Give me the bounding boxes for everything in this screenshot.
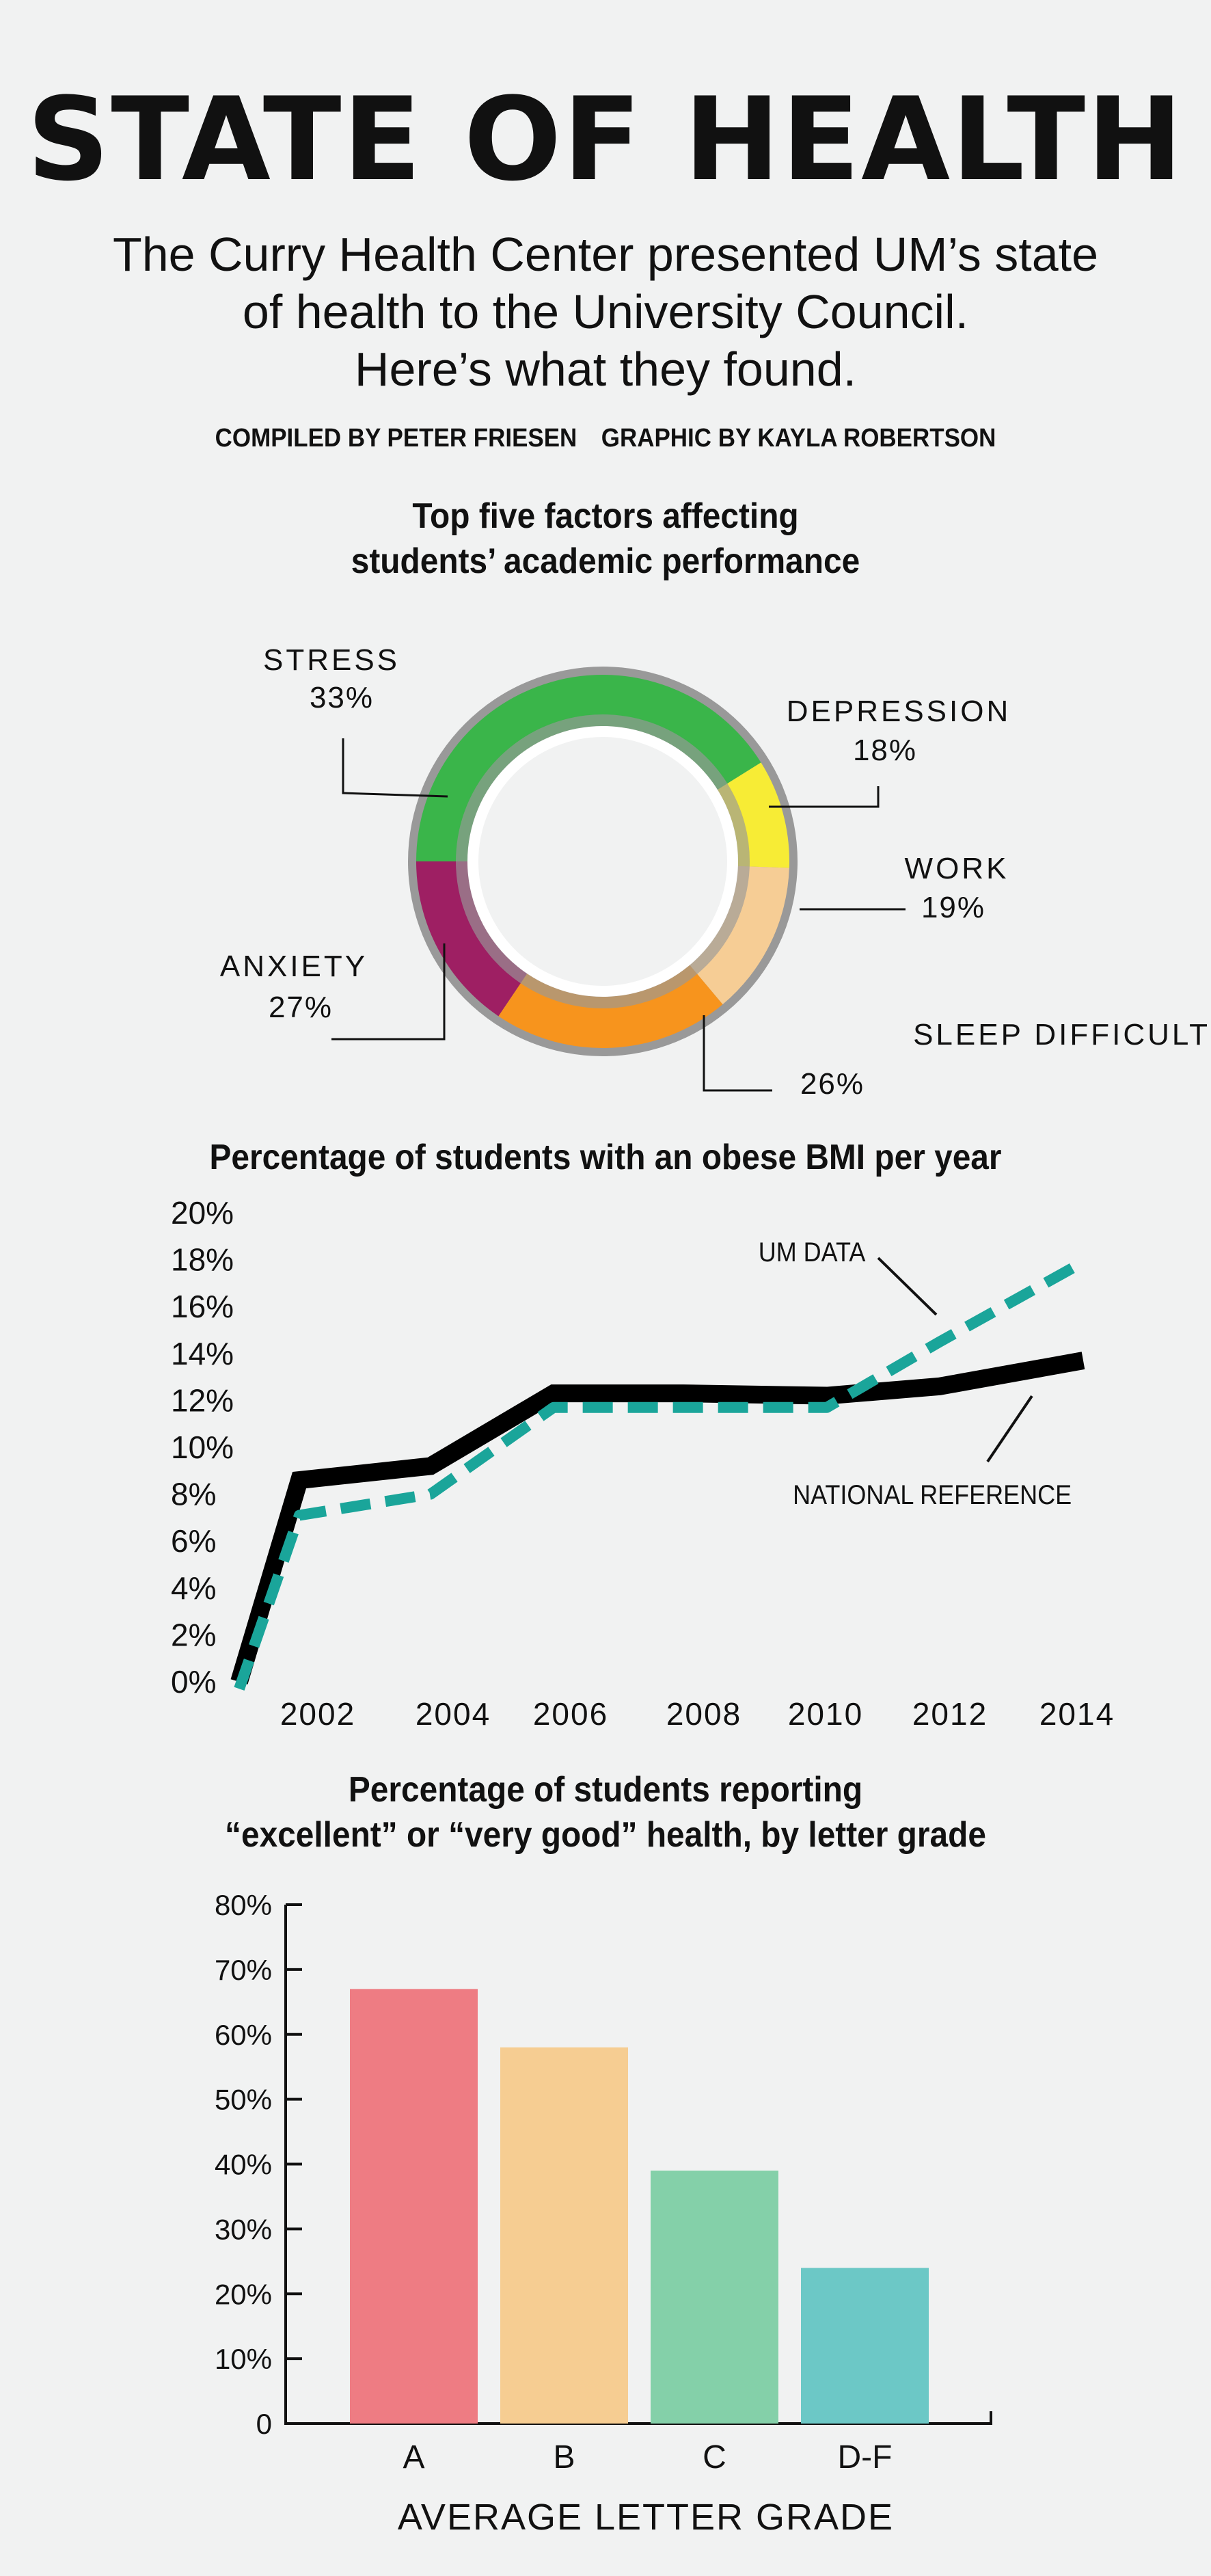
x-category-label: B	[553, 2439, 575, 2476]
donut-label-name: DEPRESSION	[787, 695, 1011, 728]
y-tick-label: 10%	[215, 2343, 272, 2375]
donut-inner-band	[455, 861, 528, 984]
legend-um-pointer	[877, 1257, 938, 1316]
series-line-national-reference	[230, 1352, 1085, 1685]
donut-segment-sleep-difficulties	[498, 974, 723, 1048]
donut-label-name: STRESS	[263, 643, 400, 677]
donut-label-name: WORK	[905, 852, 1009, 885]
y-tick-label: 10%	[171, 1430, 234, 1465]
donut-leader-line	[769, 786, 880, 808]
y-tick-label: 0	[256, 2408, 272, 2440]
bar-c	[651, 2170, 778, 2424]
intro-text: The Curry Health Center presented UM’s s…	[82, 226, 1129, 398]
main-title: STATE OF HEALTH	[27, 72, 1184, 206]
intro-line: of health to the University Council.	[242, 285, 969, 338]
y-tick-label: 18%	[171, 1242, 234, 1278]
bar-d-f	[801, 2268, 929, 2424]
x-tick-label: 2002	[280, 1696, 355, 1732]
y-tick-label: 20%	[215, 2278, 272, 2310]
donut-hole	[478, 737, 727, 986]
donut-leader-line	[703, 1015, 772, 1092]
bar-chart-title: Percentage of students reporting “excell…	[49, 1767, 1162, 1857]
x-category-label: C	[703, 2439, 726, 2476]
donut-segment-anxiety	[416, 861, 521, 1017]
donut-label-name: ANXIETY	[220, 950, 368, 983]
y-tick-label: 0%	[171, 1664, 216, 1700]
y-tick-label: 30%	[215, 2213, 272, 2245]
donut-label-value: 18%	[853, 734, 917, 767]
x-category-label: A	[403, 2439, 424, 2476]
bar-title-line: Percentage of students reporting	[348, 1770, 863, 1810]
y-tick-label: 20%	[171, 1195, 234, 1231]
bar-b	[500, 2047, 628, 2424]
bar-a	[350, 1989, 478, 2424]
donut-chart-title: Top five factors affecting students’ aca…	[49, 494, 1162, 584]
donut-chart: STRESS 33% DEPRESSION 18% WORK 19% SLEEP DIFFI…	[220, 643, 1211, 1101]
y-tick-label: 40%	[215, 2149, 272, 2181]
x-tick-label: 2010	[788, 1696, 863, 1732]
bar-title-line: “excellent” or “very good” health, by le…	[225, 1815, 986, 1855]
legend-um-data: UM DATA	[759, 1237, 866, 1267]
y-tick-label: 16%	[171, 1289, 234, 1324]
donut-inner-band	[717, 783, 750, 867]
donut-label-value: 33%	[310, 681, 374, 714]
y-tick-label: 2%	[171, 1617, 216, 1652]
donut-inner-band	[690, 866, 750, 975]
legend-national-reference: NATIONAL REFERENCE	[793, 1480, 1072, 1510]
x-axis-title: AVERAGE LETTER GRADE	[398, 2497, 894, 2538]
donut-inner-band	[455, 714, 729, 861]
donut-inner-band	[520, 965, 698, 1009]
y-tick-label: 14%	[171, 1336, 234, 1371]
donut-segment-depression	[727, 762, 789, 868]
donut-leader-line	[331, 943, 446, 1041]
y-tick-label: 70%	[215, 1954, 272, 1986]
line-chart-title: Percentage of students with an obese BMI…	[49, 1135, 1162, 1180]
line-chart: 0% 2% 4% 6% 8% 10% 12% 14% 16% 18% 20% 2002 2004 2006…	[171, 1195, 1115, 1732]
x-tick-label: 2008	[666, 1696, 741, 1732]
x-tick-label: 2012	[912, 1696, 988, 1732]
x-tick-label: 2014	[1039, 1696, 1115, 1732]
line-title-text: Percentage of students with an obese BMI…	[209, 1138, 1002, 1177]
bar-chart: 0 10% 20% 30% 40% 50% 60% 70% 80% A B C D-F AVERAGE L…	[215, 1889, 992, 2538]
x-tick-label: 2004	[416, 1696, 491, 1732]
donut-label-value: 27%	[269, 991, 333, 1024]
credits: COMPILED BY PETER FRIESEN GRAPHIC BY KAY…	[49, 424, 1162, 453]
y-tick-label: 4%	[171, 1570, 216, 1606]
donut-segment-stress	[416, 674, 761, 861]
y-tick-label: 12%	[171, 1382, 234, 1418]
donut-label-value: 26%	[800, 1067, 865, 1101]
x-tick-label: 2006	[533, 1696, 608, 1732]
intro-line: The Curry Health Center presented UM’s s…	[112, 228, 1099, 281]
series-line-um-data	[234, 1257, 1086, 1691]
y-tick-label: 6%	[171, 1523, 216, 1559]
graphic-by: GRAPHIC BY KAYLA ROBERTSON	[601, 424, 996, 453]
legend-national-pointer	[986, 1395, 1033, 1463]
donut-label-name: SLEEP DIFFICULTIES	[913, 1018, 1211, 1051]
donut-segment-work	[697, 866, 789, 1005]
donut-title-line: students’ academic performance	[351, 541, 860, 581]
x-category-label: D-F	[838, 2439, 893, 2476]
compiled-by: COMPILED BY PETER FRIESEN	[215, 424, 577, 453]
y-tick-label: 8%	[171, 1477, 216, 1512]
y-tick-label: 80%	[215, 1889, 272, 1921]
donut-title-line: Top five factors affecting	[412, 496, 799, 536]
intro-line: Here’s what they found.	[354, 343, 857, 396]
donut-label-value: 19%	[921, 891, 985, 924]
y-tick-label: 50%	[215, 2084, 272, 2116]
y-tick-label: 60%	[215, 2019, 272, 2051]
donut-leader-line	[342, 738, 448, 798]
